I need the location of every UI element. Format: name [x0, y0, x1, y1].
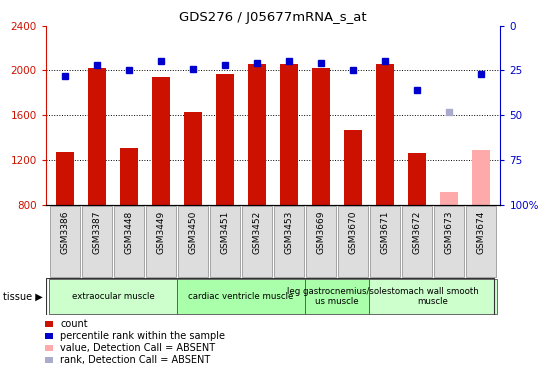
Text: GSM3670: GSM3670: [349, 211, 358, 254]
Text: cardiac ventricle muscle: cardiac ventricle muscle: [188, 292, 294, 301]
Bar: [45, 321, 53, 327]
FancyBboxPatch shape: [370, 206, 400, 277]
Bar: [312, 68, 330, 205]
Text: GSM3448: GSM3448: [124, 211, 133, 254]
Text: GSM3387: GSM3387: [93, 211, 102, 254]
FancyBboxPatch shape: [338, 206, 369, 277]
Bar: [472, 150, 490, 205]
Bar: [216, 74, 234, 205]
Bar: [408, 153, 426, 205]
Bar: [280, 64, 298, 205]
Text: GSM3386: GSM3386: [60, 211, 69, 254]
FancyBboxPatch shape: [242, 206, 272, 277]
Bar: [120, 148, 138, 205]
Bar: [440, 191, 458, 205]
Text: GSM3452: GSM3452: [252, 211, 261, 254]
FancyBboxPatch shape: [210, 206, 240, 277]
FancyBboxPatch shape: [146, 206, 176, 277]
Text: GSM3449: GSM3449: [157, 211, 166, 254]
Text: GSM3671: GSM3671: [380, 211, 390, 254]
Text: value, Detection Call = ABSENT: value, Detection Call = ABSENT: [60, 343, 215, 353]
FancyBboxPatch shape: [434, 206, 464, 277]
Text: extraocular muscle: extraocular muscle: [72, 292, 154, 301]
FancyBboxPatch shape: [466, 206, 497, 277]
Text: GSM3453: GSM3453: [285, 211, 294, 254]
Bar: [88, 68, 106, 205]
Bar: [376, 64, 394, 205]
Text: GSM3450: GSM3450: [188, 211, 197, 254]
Text: GSM3674: GSM3674: [477, 211, 486, 254]
Bar: [344, 130, 362, 205]
FancyBboxPatch shape: [49, 206, 80, 277]
Text: stomach wall smooth
muscle: stomach wall smooth muscle: [387, 287, 479, 306]
Bar: [184, 112, 202, 205]
FancyBboxPatch shape: [177, 279, 305, 314]
FancyBboxPatch shape: [369, 279, 497, 314]
FancyBboxPatch shape: [305, 279, 369, 314]
FancyBboxPatch shape: [82, 206, 112, 277]
FancyBboxPatch shape: [274, 206, 305, 277]
Text: GSM3451: GSM3451: [221, 211, 230, 254]
FancyBboxPatch shape: [402, 206, 433, 277]
Text: GSM3672: GSM3672: [413, 211, 422, 254]
Text: rank, Detection Call = ABSENT: rank, Detection Call = ABSENT: [60, 355, 210, 365]
FancyBboxPatch shape: [306, 206, 336, 277]
Bar: [56, 152, 74, 205]
FancyBboxPatch shape: [49, 279, 177, 314]
Bar: [45, 345, 53, 351]
Bar: [45, 357, 53, 363]
Bar: [45, 333, 53, 339]
Text: count: count: [60, 320, 88, 329]
Bar: [152, 77, 170, 205]
FancyBboxPatch shape: [114, 206, 144, 277]
Text: tissue ▶: tissue ▶: [3, 291, 43, 302]
Text: GSM3669: GSM3669: [316, 211, 325, 254]
Text: leg gastrocnemius/sole
us muscle: leg gastrocnemius/sole us muscle: [287, 287, 387, 306]
Bar: [248, 64, 266, 205]
Title: GDS276 / J05677mRNA_s_at: GDS276 / J05677mRNA_s_at: [179, 11, 367, 25]
Text: GSM3673: GSM3673: [444, 211, 454, 254]
FancyBboxPatch shape: [178, 206, 208, 277]
Text: percentile rank within the sample: percentile rank within the sample: [60, 331, 225, 341]
